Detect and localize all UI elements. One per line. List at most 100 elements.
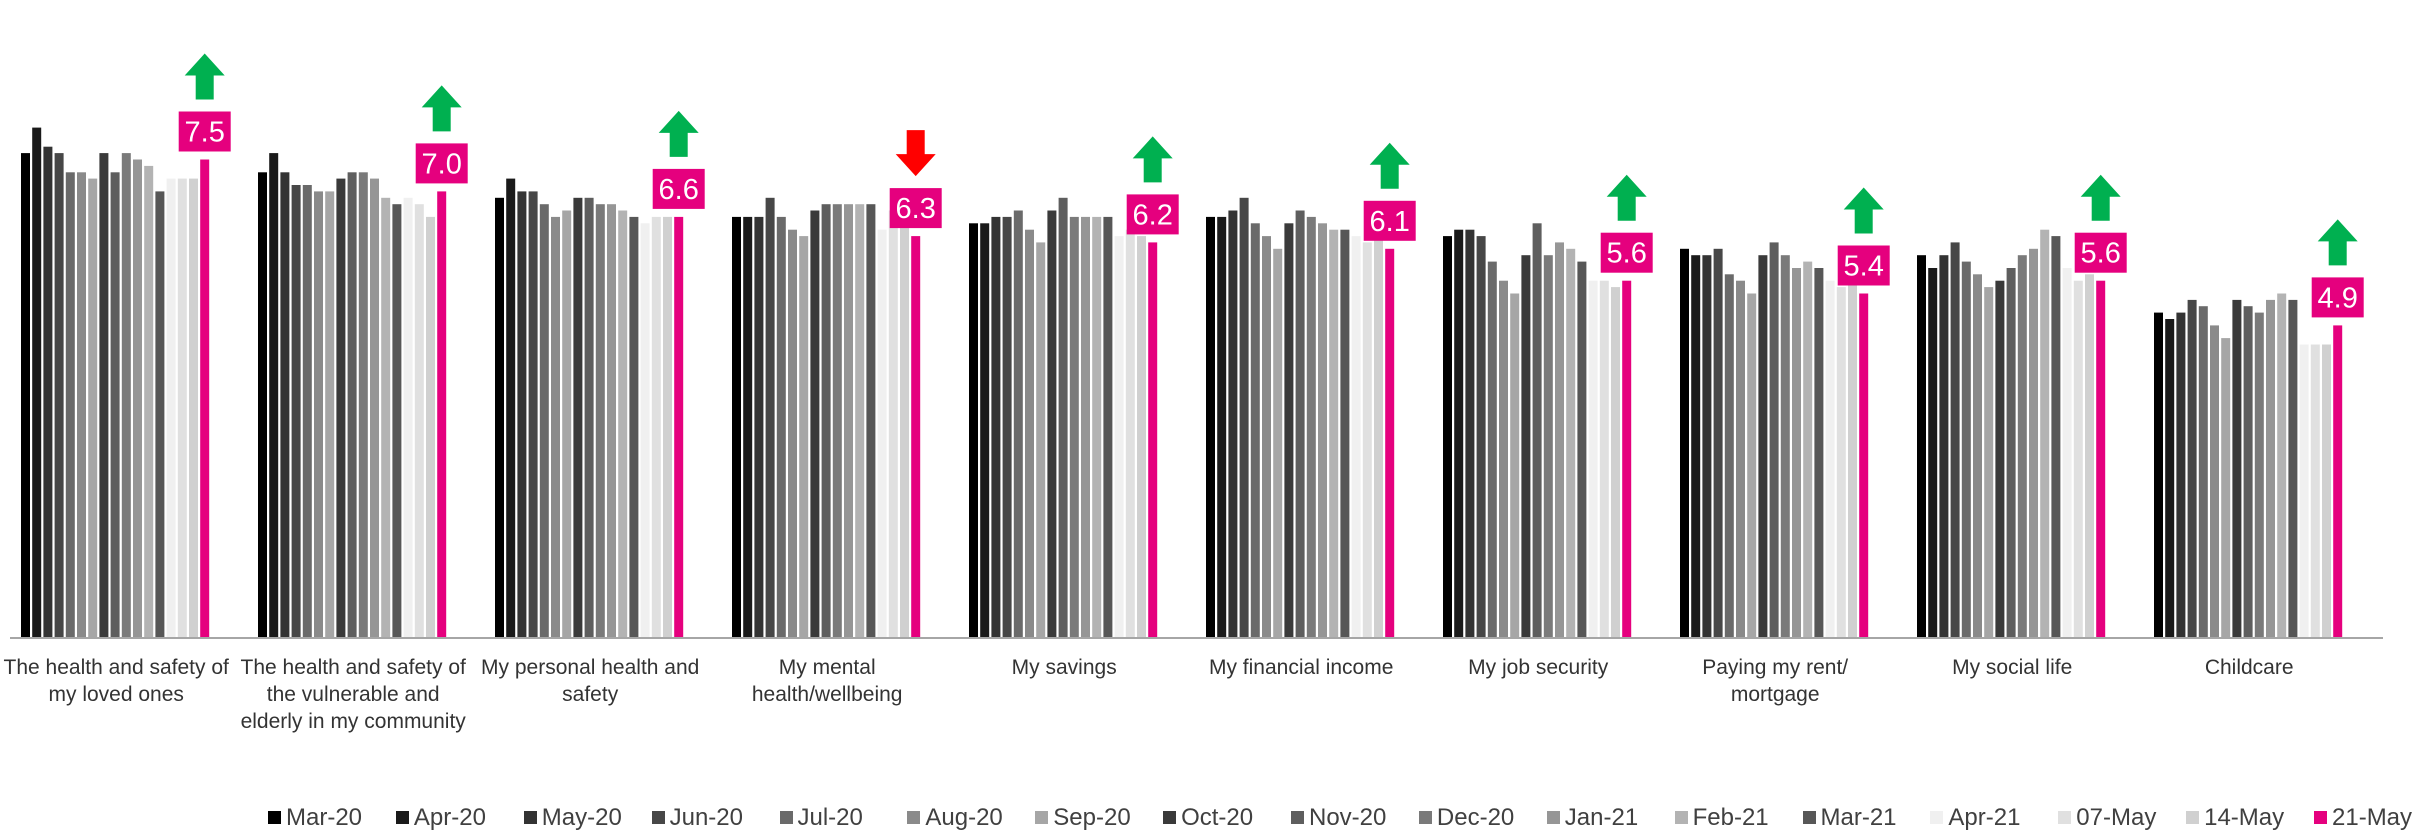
bar — [506, 178, 516, 638]
legend-item: Dec-20 — [1418, 804, 1514, 832]
bar — [2085, 274, 2094, 638]
data-label-box — [178, 111, 231, 152]
bar — [832, 204, 842, 638]
data-label: 7.0 — [415, 143, 468, 184]
data-label: 6.1 — [1363, 200, 1416, 241]
legend-swatch — [651, 811, 665, 824]
bar — [1713, 248, 1723, 639]
bar — [1939, 255, 1949, 638]
bar — [1025, 229, 1034, 638]
bar — [743, 216, 753, 638]
bar — [2051, 236, 2061, 638]
bar — [1002, 216, 1012, 638]
bar — [1239, 197, 1249, 639]
bar — [336, 178, 346, 638]
bar — [877, 229, 887, 638]
bar — [381, 197, 391, 639]
bar — [121, 153, 131, 638]
bar — [1566, 248, 1576, 639]
legend-label: Jun-20 — [669, 804, 743, 831]
bar — [1092, 216, 1102, 638]
bar — [495, 197, 504, 639]
data-label: 6.3 — [889, 188, 942, 229]
data-label-box — [2311, 277, 2364, 318]
bar — [1848, 280, 1857, 638]
data-label-text: 6.1 — [1370, 206, 1410, 238]
arrow-up-icon — [1369, 142, 1410, 189]
legend-swatch — [395, 811, 409, 824]
x-tick-label: My mental health/wellbeing — [751, 656, 903, 706]
x-tick-label: The health and safety of the vulnerable … — [240, 656, 466, 733]
bar — [1114, 236, 1124, 638]
legend-swatch — [268, 811, 281, 824]
bar — [1577, 261, 1587, 638]
bar — [1961, 261, 1971, 638]
legend-item: Jul-20 — [779, 804, 863, 832]
bar — [325, 191, 335, 638]
bar — [900, 210, 909, 638]
legend-item: Mar-21 — [1802, 804, 1897, 832]
data-label-text: 6.2 — [1133, 199, 1173, 231]
bar — [166, 178, 176, 638]
bar — [1362, 242, 1372, 638]
bar — [314, 191, 323, 638]
bar — [584, 197, 594, 639]
bar — [1814, 268, 1824, 638]
data-label-text: 5.4 — [1844, 251, 1884, 283]
bar — [32, 127, 42, 638]
legend-label: Jan-21 — [1564, 804, 1639, 831]
bar — [144, 165, 154, 638]
bar — [539, 204, 549, 638]
bar — [1950, 242, 1960, 638]
bar — [1454, 229, 1464, 638]
bar — [1543, 255, 1553, 638]
bar — [2299, 344, 2309, 638]
bar — [866, 204, 876, 638]
bar — [21, 153, 30, 638]
arrow-up-icon — [421, 85, 462, 132]
bar — [347, 172, 357, 639]
legend-label: Feb-21 — [1692, 804, 1769, 831]
legend-item: Aug-20 — [907, 804, 1003, 832]
legend-swatch — [523, 811, 537, 824]
bar — [517, 191, 527, 638]
bar — [1599, 280, 1609, 638]
bar — [1058, 197, 1068, 639]
data-label-text: 5.6 — [2081, 238, 2121, 270]
legend-swatch — [907, 811, 921, 824]
legend-item: Sep-20 — [1035, 804, 1131, 832]
bar — [1036, 242, 1046, 638]
bar — [1680, 248, 1689, 639]
bar — [528, 191, 538, 638]
bar — [1273, 248, 1283, 639]
bar — [991, 216, 1001, 638]
bar — [1995, 280, 2005, 638]
bar — [291, 185, 301, 638]
bar — [1825, 280, 1835, 638]
legend-swatch — [1035, 811, 1049, 824]
legend-swatch — [779, 811, 793, 824]
bar — [1724, 274, 1734, 638]
bar — [1103, 216, 1113, 638]
bar — [844, 204, 853, 638]
bar — [754, 216, 764, 638]
bar — [1081, 216, 1090, 638]
legend-item: May-20 — [523, 804, 622, 832]
bar — [155, 191, 165, 638]
bar — [663, 216, 672, 638]
data-label-box — [652, 168, 705, 209]
bars-layer — [21, 127, 2343, 639]
bar — [1351, 236, 1361, 638]
bar — [1780, 255, 1790, 638]
bar — [200, 159, 210, 638]
bar — [258, 172, 267, 639]
x-tick-label: Paying my rent/ mortgage — [1702, 656, 1849, 706]
legend: Mar-20 Apr-20 May-20 Jun-20 Jul-20 Aug-20 Sep-… — [0, 804, 2413, 836]
data-label: 6.2 — [1126, 194, 1179, 235]
data-label-text: 6.3 — [896, 193, 936, 225]
bar — [1588, 280, 1598, 638]
legend-label: 14-May — [2204, 804, 2285, 831]
bar — [1013, 210, 1023, 638]
bar — [1250, 223, 1260, 639]
bar — [1736, 280, 1745, 638]
